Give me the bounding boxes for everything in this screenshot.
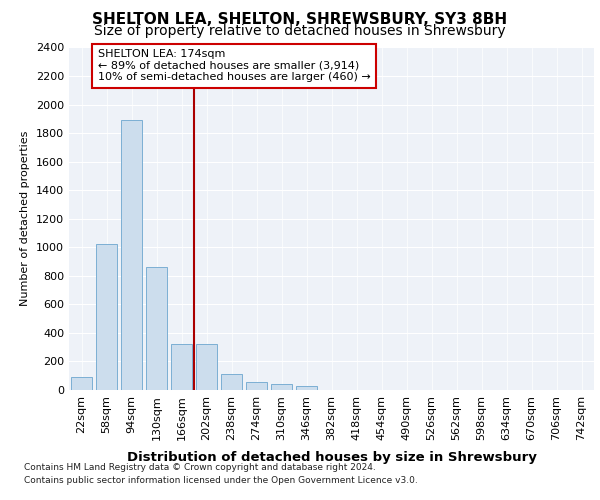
Bar bbox=[246, 382, 267, 390]
Bar bbox=[171, 344, 192, 390]
Bar bbox=[196, 344, 217, 390]
X-axis label: Distribution of detached houses by size in Shrewsbury: Distribution of detached houses by size … bbox=[127, 451, 536, 464]
Text: Contains HM Land Registry data © Crown copyright and database right 2024.: Contains HM Land Registry data © Crown c… bbox=[24, 462, 376, 471]
Bar bbox=[121, 120, 142, 390]
Bar bbox=[96, 244, 117, 390]
Bar bbox=[271, 384, 292, 390]
Bar bbox=[71, 377, 92, 390]
Bar bbox=[221, 374, 242, 390]
Text: SHELTON LEA, SHELTON, SHREWSBURY, SY3 8BH: SHELTON LEA, SHELTON, SHREWSBURY, SY3 8B… bbox=[92, 12, 508, 28]
Bar bbox=[296, 386, 317, 390]
Text: Contains public sector information licensed under the Open Government Licence v3: Contains public sector information licen… bbox=[24, 476, 418, 485]
Bar bbox=[146, 268, 167, 390]
Text: Size of property relative to detached houses in Shrewsbury: Size of property relative to detached ho… bbox=[94, 24, 506, 38]
Y-axis label: Number of detached properties: Number of detached properties bbox=[20, 131, 31, 306]
Text: SHELTON LEA: 174sqm
← 89% of detached houses are smaller (3,914)
10% of semi-det: SHELTON LEA: 174sqm ← 89% of detached ho… bbox=[98, 49, 371, 82]
